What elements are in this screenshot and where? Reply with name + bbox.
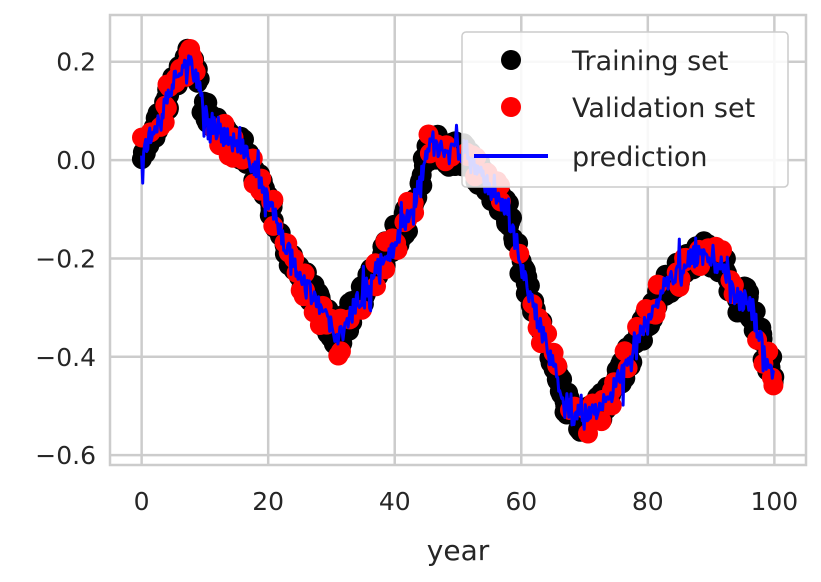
legend-label-prediction: prediction (572, 142, 707, 173)
legend-entry-validation-set: Validation set (501, 93, 755, 124)
x-tick-label: 60 (505, 487, 537, 516)
legend: Training set Validation set prediction (461, 31, 789, 188)
data-point (330, 341, 351, 362)
prediction-line (140, 54, 776, 431)
y-tick-label: −0.6 (35, 441, 96, 470)
y-tick-label: −0.4 (35, 343, 96, 372)
x-tick-label: 20 (252, 487, 284, 516)
x-tick-label: 40 (379, 487, 411, 516)
legend-label-training-set: Training set (571, 46, 728, 77)
series-prediction (140, 54, 776, 431)
data-point (293, 286, 314, 307)
data-point (578, 423, 598, 444)
legend-label-validation-set: Validation set (572, 93, 755, 124)
axes-frame (108, 13, 808, 467)
legend-marker-training-set (501, 50, 521, 70)
legend-entry-prediction: prediction (474, 142, 707, 173)
y-tick-label: 0.0 (56, 146, 96, 175)
legend-entry-training-set: Training set (501, 46, 728, 77)
x-tick-label: 80 (632, 487, 664, 516)
y-axis-ticks: 0.2 0.0 −0.2 −0.4 −0.6 (35, 48, 96, 470)
y-tick-label: −0.2 (35, 244, 96, 273)
x-tick-label: 100 (751, 487, 799, 516)
data-point (705, 236, 726, 257)
y-tick-label: 0.2 (56, 48, 96, 77)
x-axis-ticks: 0 20 40 60 80 100 (134, 487, 799, 516)
x-axis-label: year (427, 534, 490, 567)
x-tick-label: 0 (134, 487, 150, 516)
plot-area (131, 38, 785, 444)
legend-marker-validation-set (501, 97, 521, 117)
legend-box (461, 31, 789, 188)
